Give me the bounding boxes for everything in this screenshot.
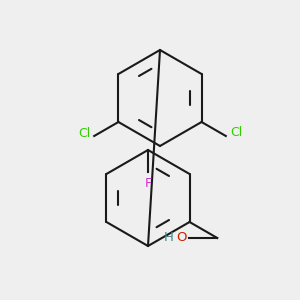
Text: Cl: Cl <box>78 127 90 140</box>
Text: H: H <box>164 232 173 244</box>
Text: F: F <box>144 177 152 190</box>
Text: O: O <box>176 232 186 244</box>
Text: Cl: Cl <box>230 127 242 140</box>
